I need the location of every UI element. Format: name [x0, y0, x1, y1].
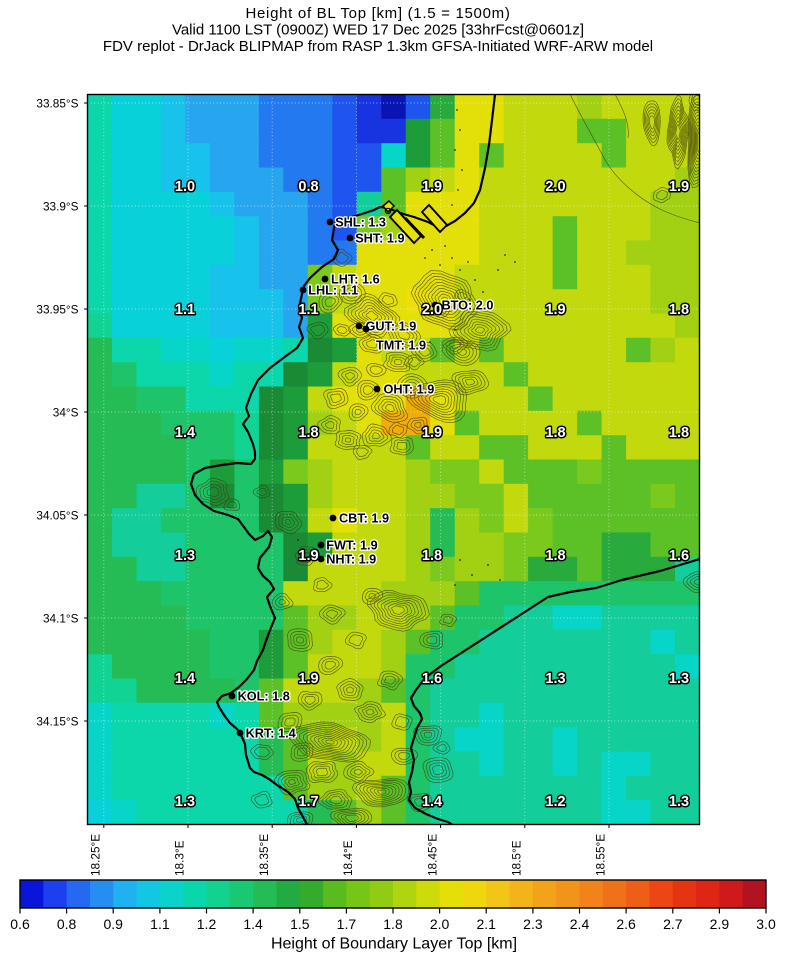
- svg-text:1.1: 1.1: [150, 916, 170, 932]
- svg-text:Height of Boundary Layer Top [: Height of Boundary Layer Top [km]: [271, 936, 517, 953]
- svg-text:1.2: 1.2: [545, 794, 565, 810]
- svg-text:2.4: 2.4: [570, 916, 590, 932]
- svg-text:1.9: 1.9: [422, 179, 442, 195]
- svg-text:18.45°E: 18.45°E: [425, 834, 439, 876]
- svg-text:1.6: 1.6: [669, 548, 689, 564]
- svg-text:1.4: 1.4: [175, 425, 195, 441]
- svg-text:0.9: 0.9: [103, 916, 123, 932]
- svg-text:18.3°E: 18.3°E: [173, 840, 187, 876]
- svg-text:1.8: 1.8: [669, 302, 689, 318]
- svg-text:3.0: 3.0: [756, 916, 776, 932]
- svg-text:GUT: 1.9: GUT: 1.9: [366, 319, 417, 333]
- svg-text:2.1: 2.1: [476, 916, 496, 932]
- svg-text:1.3: 1.3: [175, 794, 195, 810]
- svg-text:1.8: 1.8: [422, 548, 442, 564]
- svg-text:LHL: 1.1: LHL: 1.1: [308, 283, 358, 297]
- svg-text:33.95°S: 33.95°S: [36, 303, 78, 317]
- svg-text:0.8: 0.8: [57, 916, 77, 932]
- svg-text:LHT: 1.6: LHT: 1.6: [331, 272, 380, 286]
- svg-text:KRT: 1.4: KRT: 1.4: [246, 726, 296, 740]
- svg-text:1.2: 1.2: [197, 916, 217, 932]
- svg-text:34.05°S: 34.05°S: [36, 509, 78, 523]
- svg-text:1.4: 1.4: [243, 916, 263, 932]
- svg-text:1.1: 1.1: [175, 302, 195, 318]
- svg-text:1.9: 1.9: [545, 302, 565, 318]
- svg-text:18.55°E: 18.55°E: [594, 834, 608, 876]
- svg-text:34°S: 34°S: [53, 406, 79, 420]
- svg-text:CBT: 1.9: CBT: 1.9: [339, 511, 389, 525]
- svg-text:2.3: 2.3: [523, 916, 543, 932]
- svg-text:2.0: 2.0: [422, 302, 442, 318]
- svg-text:1.8: 1.8: [298, 425, 318, 441]
- svg-text:TMT: 1.9: TMT: 1.9: [376, 339, 426, 353]
- svg-text:1.9: 1.9: [422, 425, 442, 441]
- svg-text:18.35°E: 18.35°E: [257, 834, 271, 876]
- svg-text:1.6: 1.6: [422, 671, 442, 687]
- svg-text:33.9°S: 33.9°S: [43, 200, 79, 214]
- svg-text:BTO: 2.0: BTO: 2.0: [442, 298, 494, 312]
- svg-text:1.1: 1.1: [298, 302, 318, 318]
- svg-text:SHL: 1.3: SHL: 1.3: [335, 215, 386, 229]
- svg-text:1.3: 1.3: [545, 671, 565, 687]
- svg-text:2.9: 2.9: [710, 916, 730, 932]
- svg-text:NHT: 1.9: NHT: 1.9: [326, 552, 376, 566]
- svg-text:0.8: 0.8: [298, 179, 318, 195]
- svg-text:1.3: 1.3: [669, 671, 689, 687]
- svg-text:2.0: 2.0: [545, 179, 565, 195]
- svg-text:18.4°E: 18.4°E: [341, 840, 355, 876]
- svg-text:0.6: 0.6: [10, 916, 30, 932]
- svg-text:1.0: 1.0: [175, 179, 195, 195]
- svg-text:1.9: 1.9: [298, 548, 318, 564]
- svg-text:1.5: 1.5: [290, 916, 310, 932]
- svg-text:1.8: 1.8: [383, 916, 403, 932]
- svg-text:18.25°E: 18.25°E: [89, 834, 103, 876]
- svg-text:OHT: 1.9: OHT: 1.9: [384, 383, 435, 397]
- svg-text:1.9: 1.9: [669, 179, 689, 195]
- svg-text:1.8: 1.8: [545, 425, 565, 441]
- svg-text:1.7: 1.7: [298, 794, 318, 810]
- svg-text:1.4: 1.4: [175, 671, 195, 687]
- svg-text:1.4: 1.4: [422, 794, 442, 810]
- svg-text:1.8: 1.8: [669, 425, 689, 441]
- svg-text:1.3: 1.3: [175, 548, 195, 564]
- svg-text:1.8: 1.8: [545, 548, 565, 564]
- svg-text:FWT: 1.9: FWT: 1.9: [326, 538, 377, 552]
- svg-text:1.7: 1.7: [337, 916, 357, 932]
- svg-text:1.9: 1.9: [298, 671, 318, 687]
- svg-text:2.6: 2.6: [616, 916, 636, 932]
- svg-text:Valid 1100 LST (0900Z) WED 17: Valid 1100 LST (0900Z) WED 17 Dec 2025 […: [172, 22, 584, 39]
- svg-text:34.15°S: 34.15°S: [36, 715, 78, 729]
- svg-text:2.7: 2.7: [663, 916, 683, 932]
- svg-text:33.85°S: 33.85°S: [36, 97, 78, 111]
- svg-text:2.0: 2.0: [430, 916, 450, 932]
- svg-text:34.1°S: 34.1°S: [43, 612, 79, 626]
- svg-text:FDV replot - DrJack BLIPMAP fr: FDV replot - DrJack BLIPMAP from RASP 1.…: [103, 38, 653, 55]
- svg-text:KOL: 1.8: KOL: 1.8: [238, 689, 290, 703]
- svg-text:18.5°E: 18.5°E: [510, 840, 524, 876]
- svg-text:SHT: 1.9: SHT: 1.9: [355, 231, 404, 245]
- svg-text:1.3: 1.3: [669, 794, 689, 810]
- svg-text:Height of BL Top [km] (1.5 = 1: Height of BL Top [km] (1.5 = 1500m): [245, 5, 510, 22]
